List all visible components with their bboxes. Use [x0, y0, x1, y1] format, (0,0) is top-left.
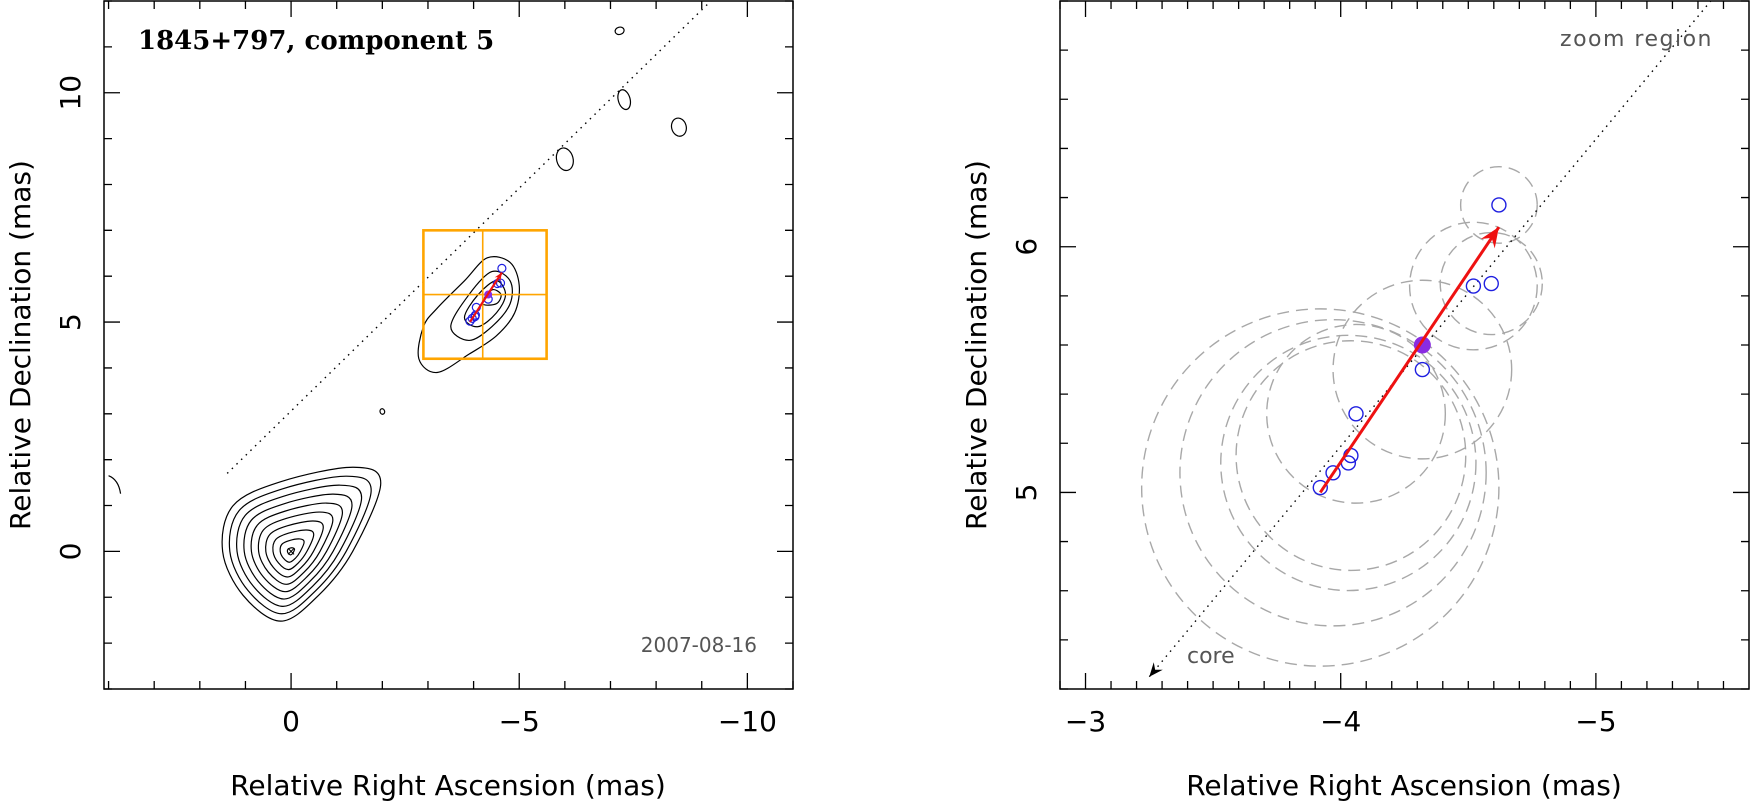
core-contour — [236, 484, 363, 607]
x-tick-label: 0 — [282, 705, 300, 738]
motion-vector-arrowhead — [1480, 227, 1499, 249]
core-contour — [272, 529, 315, 571]
core-contour — [257, 511, 334, 585]
epoch-label: 2007-08-16 — [641, 633, 757, 657]
tick-marks — [1059, 0, 1749, 690]
core-contour — [228, 475, 372, 615]
component-position-marker — [1483, 275, 1499, 292]
position-error-circle — [1220, 334, 1477, 592]
y-axis-label: Relative Declination (mas) — [4, 160, 37, 530]
zoom-region-panel: −3 −4 −5 5 6 zoom region core Relative Right… — [960, 0, 1750, 802]
y-tick-label: 6 — [1010, 238, 1043, 256]
contour-island — [617, 89, 632, 111]
tick-marks — [104, 0, 794, 690]
edge-contour-fragment — [108, 475, 122, 494]
x-tick-label: −5 — [499, 705, 540, 738]
plot-area — [1140, 1, 1712, 678]
x-tick-label: −5 — [1575, 705, 1616, 738]
contour-island — [670, 117, 687, 137]
y-axis-label: Relative Declination (mas) — [960, 160, 993, 530]
plot-area — [108, 0, 712, 622]
position-error-circle — [1408, 221, 1538, 351]
core-peak-marker — [287, 548, 295, 555]
core-contour — [221, 466, 382, 622]
core-contour — [250, 502, 344, 593]
motion-vector-line — [469, 271, 503, 323]
y-tick-label: 0 — [54, 542, 87, 560]
chart-title: 1845+797, component 5 — [138, 26, 494, 56]
x-tick-label: −3 — [1065, 705, 1106, 738]
axis-ticks — [1059, 0, 1749, 690]
component-position-marker — [1312, 479, 1328, 496]
component-contour — [417, 256, 521, 374]
core-label: core — [1187, 644, 1235, 669]
x-tick-label: −10 — [718, 705, 777, 738]
contour-island — [555, 147, 574, 172]
component-position-marker — [467, 313, 477, 323]
plot-frame — [1059, 0, 1750, 690]
component-position-marker — [497, 263, 507, 274]
axis-ticks — [104, 0, 794, 690]
x-axis-label: Relative Right Ascension (mas) — [1186, 769, 1622, 802]
tick-labels: 0 −5 −10 0 5 10 — [54, 75, 777, 738]
core-contour — [286, 547, 296, 556]
plot-frame — [103, 0, 794, 690]
tick-labels: −3 −4 −5 5 6 — [1010, 238, 1617, 738]
y-tick-label: 5 — [1010, 484, 1043, 502]
component-position-marker — [1414, 361, 1431, 378]
component-contour — [450, 270, 513, 342]
component-position-marker — [1465, 278, 1482, 294]
position-error-circle — [1332, 279, 1513, 460]
contour-island — [614, 26, 625, 36]
motion-vector-line — [1319, 226, 1501, 494]
contour-island — [379, 408, 386, 415]
position-error-circle — [1179, 318, 1487, 627]
core-direction-arrowhead — [1149, 662, 1163, 677]
zoom-region-label: zoom region — [1560, 27, 1713, 52]
core-contour — [243, 493, 353, 600]
position-error-circle — [1140, 308, 1500, 667]
core-contour — [265, 520, 324, 578]
component-position-marker — [1348, 406, 1364, 422]
x-axis-label: Relative Right Ascension (mas) — [230, 769, 666, 802]
overview-contour-panel: 0 −5 −10 0 5 10 1845+797, component 5 2007-08… — [4, 0, 794, 802]
jet-axis-line — [226, 0, 712, 474]
x-tick-label: −4 — [1320, 705, 1361, 738]
motion-vector-arrowhead — [494, 272, 502, 282]
position-error-circle — [1459, 165, 1538, 244]
jet-axis-line — [1148, 1, 1712, 678]
clipped-plot-content — [1140, 1, 1712, 678]
position-error-circle — [1439, 231, 1544, 336]
core-contour — [279, 538, 305, 563]
component-position-marker — [1325, 465, 1341, 481]
position-error-circle — [1235, 340, 1467, 572]
y-tick-label: 10 — [54, 75, 87, 111]
position-error-circle — [1265, 323, 1447, 504]
y-tick-label: 5 — [54, 313, 87, 331]
component-position-marker — [1491, 197, 1507, 213]
component-position-marker — [465, 316, 475, 326]
